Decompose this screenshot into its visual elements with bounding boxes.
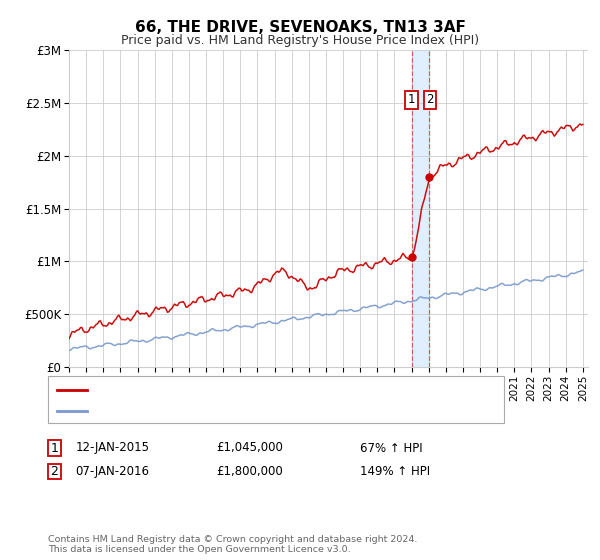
Text: Price paid vs. HM Land Registry's House Price Index (HPI): Price paid vs. HM Land Registry's House … <box>121 34 479 46</box>
Text: 12-JAN-2015: 12-JAN-2015 <box>76 441 149 455</box>
Bar <box>412 50 430 367</box>
Text: £1,045,000: £1,045,000 <box>216 441 283 455</box>
Text: 1: 1 <box>407 94 415 106</box>
Text: 07-JAN-2016: 07-JAN-2016 <box>76 465 149 478</box>
Text: 2: 2 <box>50 465 58 478</box>
Text: 66, THE DRIVE, SEVENOAKS, TN13 3AF: 66, THE DRIVE, SEVENOAKS, TN13 3AF <box>134 20 466 35</box>
Text: 2: 2 <box>427 94 434 106</box>
Text: 67% ↑ HPI: 67% ↑ HPI <box>360 441 422 455</box>
Text: £1,800,000: £1,800,000 <box>216 465 283 478</box>
Text: 66, THE DRIVE, SEVENOAKS, TN13 3AF (detached house): 66, THE DRIVE, SEVENOAKS, TN13 3AF (deta… <box>93 385 411 395</box>
Text: 149% ↑ HPI: 149% ↑ HPI <box>360 465 430 478</box>
Text: Contains HM Land Registry data © Crown copyright and database right 2024.
This d: Contains HM Land Registry data © Crown c… <box>48 535 418 554</box>
Text: HPI: Average price, detached house, Sevenoaks: HPI: Average price, detached house, Seve… <box>93 406 360 416</box>
Text: 1: 1 <box>50 441 58 455</box>
